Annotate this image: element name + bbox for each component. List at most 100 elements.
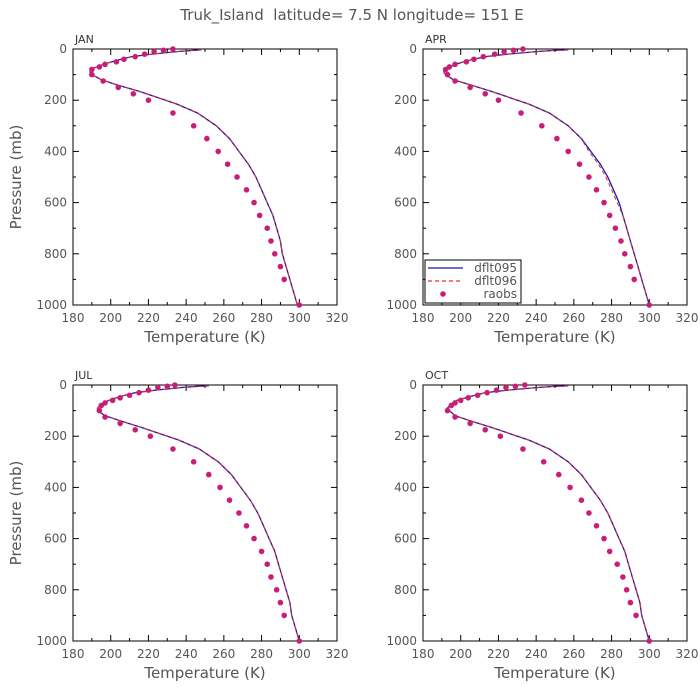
raobs-point <box>463 59 470 65</box>
y-tick-label: 1000 <box>36 298 67 312</box>
raobs-point <box>215 148 221 155</box>
raobs-point <box>567 484 573 491</box>
raobs-point <box>155 384 161 391</box>
raobs-point <box>258 548 265 555</box>
raobs-point <box>482 427 489 433</box>
dflt095-line <box>446 385 650 642</box>
dflt096-line <box>89 49 298 306</box>
raobs-point <box>117 395 123 401</box>
raobs-point <box>281 276 288 283</box>
dflt096-line <box>97 385 300 642</box>
chart-panel: 180 200 220 240 260 280 300 320 0 200 400 600 800 100… <box>386 369 698 682</box>
raobs-point <box>172 382 178 388</box>
legend-marker <box>440 291 446 297</box>
raobs-point <box>141 51 148 57</box>
raobs-point <box>136 389 142 396</box>
raobs-point <box>444 71 451 78</box>
x-tick-label: 320 <box>676 647 699 661</box>
x-tick-label: 260 <box>562 311 585 325</box>
y-tick-label: 800 <box>394 583 417 597</box>
raobs-point <box>518 110 524 116</box>
raobs-point <box>555 471 562 478</box>
x-tick-label: 200 <box>99 311 122 325</box>
raobs-point <box>512 383 519 390</box>
x-tick-label: 320 <box>676 311 699 325</box>
raobs-point <box>606 548 613 555</box>
raobs-point <box>501 48 507 55</box>
x-tick-label: 280 <box>600 647 623 661</box>
y-tick-label: 600 <box>44 196 67 210</box>
panel-month-label: JUL <box>74 369 93 382</box>
plot-frame <box>72 384 338 642</box>
raobs-point <box>190 123 197 129</box>
raobs-point <box>102 61 108 68</box>
raobs-point <box>96 64 103 70</box>
raobs-point <box>467 84 473 91</box>
x-tick-label: 240 <box>175 647 198 661</box>
x-tick-label: 260 <box>562 647 585 661</box>
raobs-point <box>113 59 120 65</box>
y-axis-label: Pressure (mb) <box>7 461 25 566</box>
raobs-point <box>121 56 127 63</box>
x-tick-label: 180 <box>412 647 435 661</box>
x-tick-label: 240 <box>525 647 548 661</box>
plot-frame <box>72 48 338 306</box>
raobs-point <box>520 46 526 52</box>
y-tick-label: 0 <box>409 378 417 392</box>
raobs-point <box>539 123 545 129</box>
raobs-point <box>482 91 489 97</box>
raobs-point <box>646 638 653 644</box>
y-tick-label: 1000 <box>386 634 417 648</box>
x-tick-label: 180 <box>62 311 85 325</box>
raobs-point <box>554 135 560 142</box>
raobs-point <box>145 387 152 393</box>
x-tick-label: 300 <box>638 647 661 661</box>
raobs-point <box>627 599 634 606</box>
raobs-point <box>493 387 500 393</box>
raobs-point <box>623 587 630 593</box>
x-tick-label: 320 <box>326 647 349 661</box>
raobs-point <box>444 407 451 414</box>
raobs-point <box>273 587 280 593</box>
dflt095-line <box>96 385 300 642</box>
raobs-point <box>586 174 592 180</box>
raobs-point <box>151 48 157 55</box>
raobs-point <box>251 535 257 542</box>
raobs-point <box>117 420 123 427</box>
y-tick-label: 800 <box>394 247 417 261</box>
raobs-point <box>452 78 458 84</box>
y-tick-label: 600 <box>394 532 417 546</box>
y-tick-label: 200 <box>394 429 417 443</box>
raobs-point <box>576 161 583 167</box>
raobs-point <box>268 238 274 244</box>
raobs-point <box>102 414 108 420</box>
x-axis-label: Temperature (K) <box>493 328 615 346</box>
raobs-point <box>277 599 284 606</box>
raobs-point <box>160 47 167 54</box>
raobs-point <box>205 471 212 478</box>
raobs-point <box>522 382 528 388</box>
x-tick-label: 260 <box>212 647 235 661</box>
x-axis-label: Temperature (K) <box>493 664 615 682</box>
figure-title: Truk_Island latitude= 7.5 N longitude= 1… <box>179 6 523 25</box>
chart-panel: 180 200 220 240 260 280 300 320 0 200 400 600 800 100… <box>386 33 698 346</box>
raobs-point <box>89 66 95 73</box>
raobs-point <box>471 56 477 63</box>
raobs-point <box>132 427 139 433</box>
raobs-point <box>618 238 624 244</box>
raobs-point <box>264 561 271 567</box>
raobs-point <box>268 574 274 580</box>
raobs-point <box>540 459 547 465</box>
raobs-point <box>145 97 152 103</box>
x-tick-label: 200 <box>449 311 472 325</box>
dflt096-line <box>446 385 650 642</box>
y-tick-label: 0 <box>59 378 67 392</box>
raobs-point <box>130 91 137 97</box>
x-tick-label: 180 <box>412 311 435 325</box>
raobs-point <box>627 263 634 270</box>
y-tick-label: 200 <box>44 429 67 443</box>
raobs-point <box>565 148 571 155</box>
raobs-point <box>204 135 210 142</box>
